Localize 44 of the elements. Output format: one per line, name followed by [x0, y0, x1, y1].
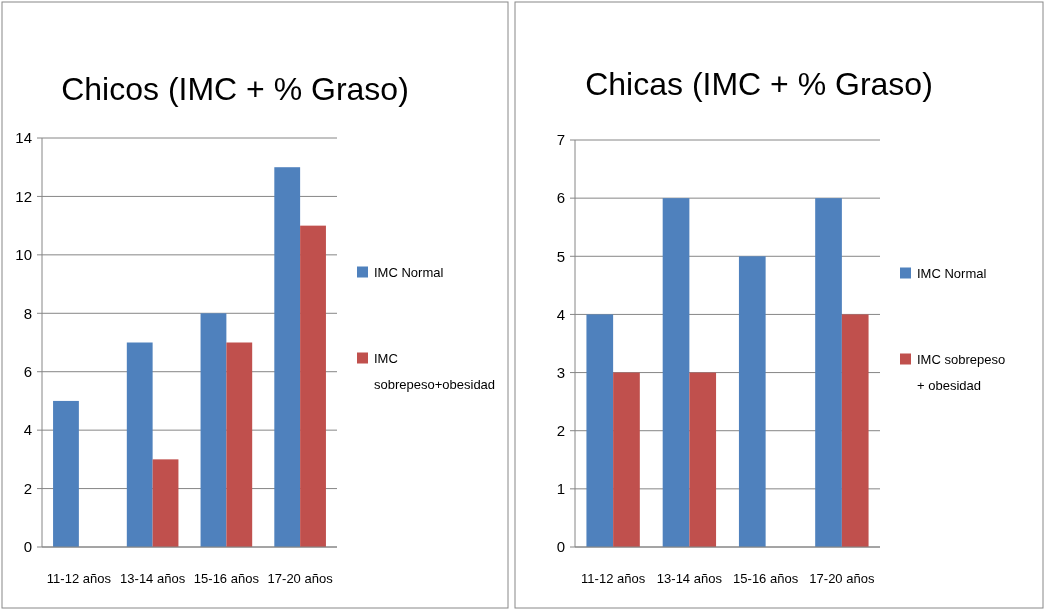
y-tick-label: 6 — [23, 362, 32, 380]
y-tick-label: 5 — [556, 247, 565, 265]
y-tick-label: 6 — [556, 189, 565, 207]
bar — [738, 256, 766, 547]
y-tick-label: 2 — [23, 479, 32, 497]
bar — [152, 459, 179, 547]
bar — [815, 198, 842, 547]
y-tick-label: 4 — [23, 421, 32, 439]
x-tick-label: 15-16 años — [193, 571, 260, 586]
x-tick-label: 17-20 años — [809, 571, 875, 586]
x-tick-label: 17-20 años — [267, 571, 334, 586]
x-tick-label: 15-16 años — [733, 571, 799, 586]
bar — [613, 372, 640, 547]
legend-label: IMC sobrepeso + obesidad — [917, 352, 1006, 394]
x-tick-label: 11-12 años — [581, 571, 646, 586]
bar — [126, 342, 153, 547]
y-tick-label: 10 — [15, 246, 32, 264]
bar — [662, 198, 690, 547]
y-tick-label: 14 — [15, 129, 32, 147]
chart-title: Chicas (IMC + % Graso) — [585, 66, 933, 102]
bar — [200, 313, 227, 547]
x-tick-label: 13-14 años — [656, 571, 723, 586]
y-tick-label: 2 — [556, 421, 565, 439]
bar — [841, 314, 869, 547]
bar — [300, 225, 326, 547]
y-tick-label: 0 — [556, 538, 565, 556]
y-tick-label: 3 — [556, 363, 565, 381]
legend-label: IMC sobrepeso+obesidad — [374, 351, 496, 393]
y-tick-label: 7 — [556, 131, 565, 149]
x-tick-label: 13-14 años — [120, 571, 186, 586]
bar — [689, 372, 717, 547]
y-tick-label: 4 — [556, 305, 565, 323]
chart-title: Chicos (IMC + % Graso) — [61, 71, 409, 107]
legend-label: IMC Normal — [374, 265, 444, 281]
y-tick-label: 0 — [23, 538, 32, 556]
bar — [586, 314, 614, 547]
y-tick-label: 12 — [15, 187, 32, 205]
x-tick-label: 11-12 años — [46, 571, 112, 586]
bar — [53, 400, 79, 547]
y-tick-label: 8 — [23, 304, 32, 322]
bar — [274, 167, 301, 547]
y-tick-label: 1 — [556, 480, 565, 498]
bar — [226, 342, 253, 547]
legend-label: IMC Normal — [917, 266, 987, 282]
